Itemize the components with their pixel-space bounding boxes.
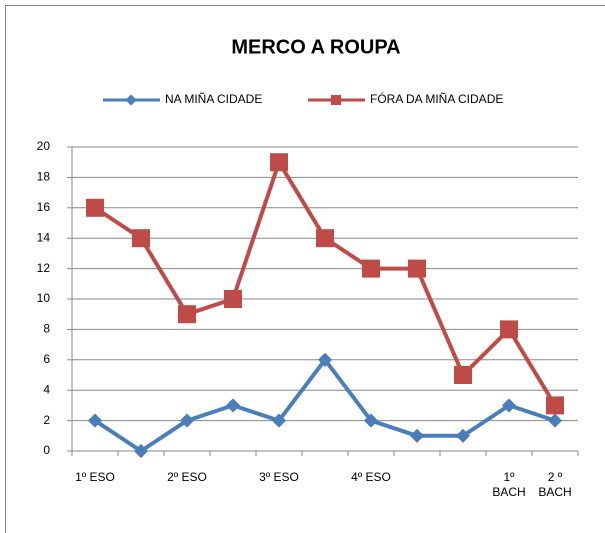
chart-title: MERCO A ROUPA (231, 36, 400, 58)
marker (178, 305, 196, 324)
marker (133, 443, 149, 459)
marker (454, 366, 472, 384)
legend-marker (331, 95, 341, 105)
marker (409, 428, 425, 443)
marker (132, 229, 150, 248)
legend-label: NA MIÑA CIDADE (165, 92, 262, 106)
y-tick-label: 0 (43, 443, 50, 457)
marker (408, 259, 426, 278)
marker (547, 413, 563, 428)
y-tick-label: 20 (37, 139, 51, 153)
y-tick-label: 14 (37, 230, 51, 244)
y-tick-label: 4 (43, 382, 50, 396)
x-tick-label: 1º ESO (75, 470, 115, 484)
marker (546, 396, 564, 415)
marker (362, 259, 380, 278)
x-tick-label: 2º ESO (167, 470, 207, 484)
y-tick-label: 12 (37, 261, 51, 275)
y-tick-label: 6 (43, 352, 50, 366)
marker (363, 413, 379, 428)
x-tick-label: 4º ESO (351, 470, 391, 484)
y-tick-label: 18 (37, 170, 51, 184)
marker (455, 428, 471, 443)
marker (317, 352, 333, 367)
marker (224, 290, 242, 308)
marker (501, 398, 517, 413)
marker (86, 198, 104, 217)
series-line (93, 160, 557, 407)
legend-label: FÓRA DA MIÑA CIDADE (370, 91, 503, 106)
x-tick-label: 1º BACH (492, 470, 526, 499)
marker (270, 153, 288, 172)
marker (225, 398, 241, 413)
y-tick-label: 8 (43, 322, 50, 336)
chart-border (5, 5, 605, 533)
marker (500, 320, 518, 339)
marker (179, 413, 195, 428)
marker (271, 413, 287, 428)
legend-marker (125, 94, 137, 106)
y-tick-label: 16 (37, 200, 51, 214)
y-tick-label: 10 (37, 291, 51, 305)
x-tick-label: 3º ESO (259, 470, 299, 484)
marker (87, 413, 103, 428)
series-line (93, 357, 556, 453)
x-tick-label: 2 º BACH (538, 470, 572, 499)
y-tick-label: 2 (43, 413, 50, 427)
marker (316, 229, 334, 248)
